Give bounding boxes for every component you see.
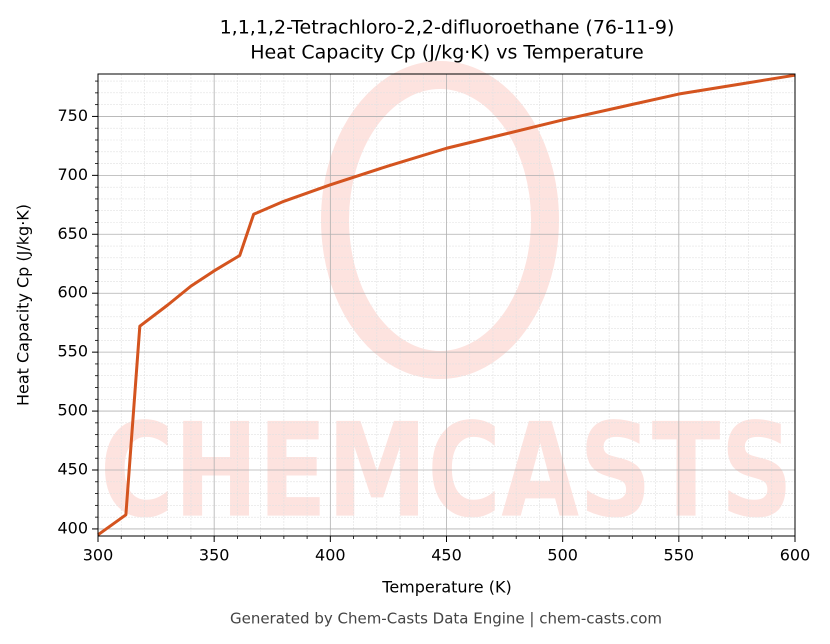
y-tick-label: 450 [57, 460, 88, 479]
chart-subtitle: Heat Capacity Cp (J/kg·K) vs Temperature [250, 42, 644, 64]
grid [97, 74, 796, 536]
x-tick-label: 550 [664, 546, 695, 565]
data-line [97, 73, 796, 537]
y-tick-label: 700 [57, 165, 88, 184]
x-tick-label: 500 [547, 546, 578, 565]
footer: Generated by Chem-Casts Data Engine | ch… [230, 610, 662, 628]
chart-title: 1,1,1,2-Tetrachloro-2,2-difluoroethane (… [220, 17, 675, 39]
y-tick-label: 750 [57, 106, 88, 125]
y-tick-label: 400 [57, 518, 88, 537]
y-tick-label: 650 [57, 224, 88, 243]
x-tick-label: 400 [315, 546, 346, 565]
x-tick-label: 450 [431, 546, 462, 565]
y-tick-label: 500 [57, 401, 88, 420]
x-tick-label: 350 [199, 546, 230, 565]
y-axis-label: Heat Capacity Cp (J/kg·K) [14, 204, 33, 406]
x-tick-label: 300 [83, 546, 114, 565]
y-tick-label: 600 [57, 283, 88, 302]
x-tick-label: 600 [780, 546, 811, 565]
y-tick-label: 550 [57, 342, 88, 361]
watermark-logo [321, 61, 559, 379]
x-axis-label: Temperature (K) [381, 578, 511, 597]
plot [97, 73, 796, 537]
